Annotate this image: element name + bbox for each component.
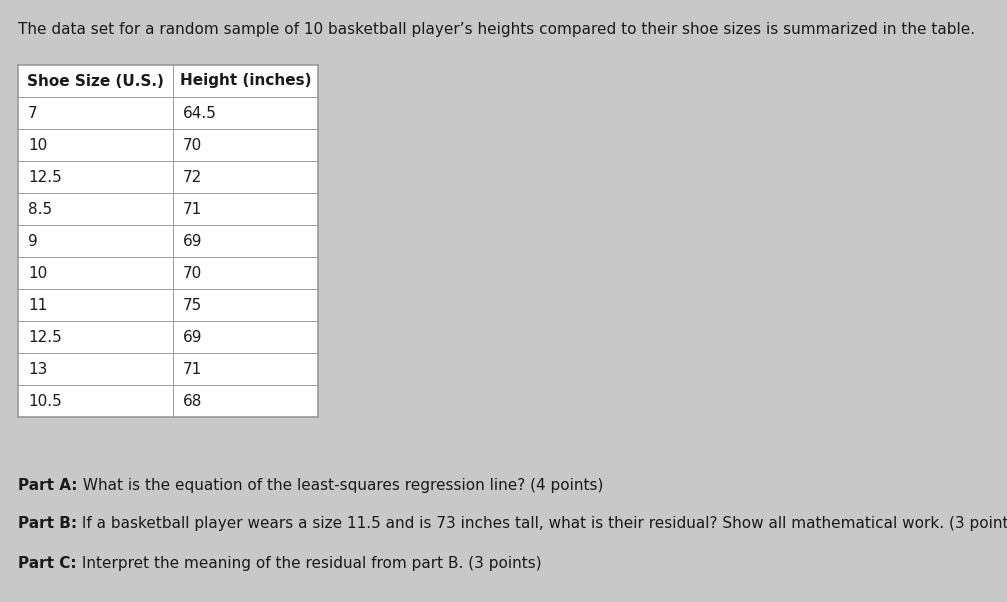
Text: 7: 7 [28, 105, 37, 120]
Text: 69: 69 [183, 329, 202, 344]
Text: Part A:: Part A: [18, 478, 78, 493]
Text: 9: 9 [28, 234, 37, 249]
Text: 64.5: 64.5 [183, 105, 217, 120]
Text: Part B:: Part B: [18, 516, 78, 531]
Text: 11: 11 [28, 297, 47, 312]
Text: The data set for a random sample of 10 basketball player’s heights compared to t: The data set for a random sample of 10 b… [18, 22, 975, 37]
Text: 71: 71 [183, 361, 202, 376]
Text: 10: 10 [28, 265, 47, 281]
Text: 70: 70 [183, 137, 202, 152]
Text: 12.5: 12.5 [28, 329, 61, 344]
Text: Part C:: Part C: [18, 556, 77, 571]
Text: 68: 68 [183, 394, 202, 409]
Text: 70: 70 [183, 265, 202, 281]
Text: Shoe Size (U.S.): Shoe Size (U.S.) [27, 73, 164, 88]
Text: 12.5: 12.5 [28, 170, 61, 184]
Text: 72: 72 [183, 170, 202, 184]
Bar [18, 65, 318, 417]
Text: 13: 13 [28, 361, 47, 376]
Text: What is the equation of the least-squares regression line? (4 points): What is the equation of the least-square… [78, 478, 603, 493]
Text: Interpret the meaning of the residual from part B. (3 points): Interpret the meaning of the residual fr… [77, 556, 541, 571]
Text: 69: 69 [183, 234, 202, 249]
Text: 71: 71 [183, 202, 202, 217]
Text: 75: 75 [183, 297, 202, 312]
Text: Height (inches): Height (inches) [180, 73, 311, 88]
Text: 10.5: 10.5 [28, 394, 61, 409]
Text: 8.5: 8.5 [28, 202, 52, 217]
Text: If a basketball player wears a size 11.5 and is 73 inches tall, what is their re: If a basketball player wears a size 11.5… [78, 516, 1007, 531]
Text: 10: 10 [28, 137, 47, 152]
